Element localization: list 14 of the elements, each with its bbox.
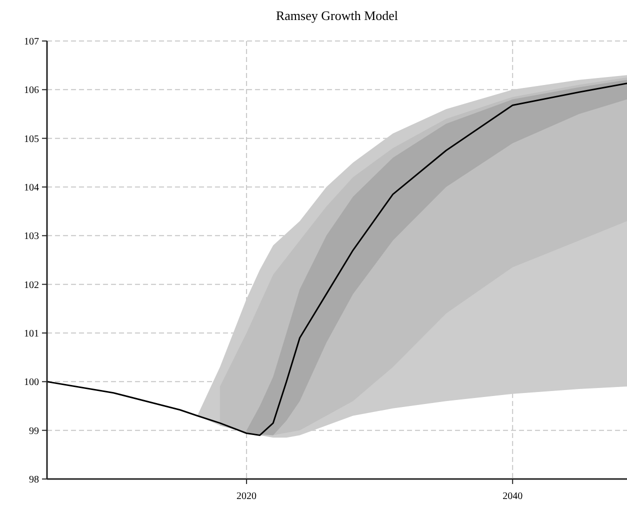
- y-tick-label: 103: [24, 231, 39, 242]
- chart-title: Ramsey Growth Model: [276, 8, 398, 23]
- x-tick-label: 2040: [502, 491, 523, 502]
- y-tick-label: 105: [24, 134, 39, 145]
- y-tick-label: 100: [24, 377, 39, 388]
- y-tick-label: 106: [24, 85, 39, 96]
- y-tick-label: 101: [24, 328, 39, 340]
- y-tick-label: 102: [24, 280, 39, 291]
- x-tick-label: 2020: [236, 491, 257, 502]
- y-tick-label: 99: [29, 426, 39, 437]
- y-tick-label: 107: [24, 36, 39, 48]
- line-series: [46, 82, 627, 436]
- y-tick-label: 98: [29, 474, 39, 486]
- y-tick-label: 104: [24, 182, 39, 194]
